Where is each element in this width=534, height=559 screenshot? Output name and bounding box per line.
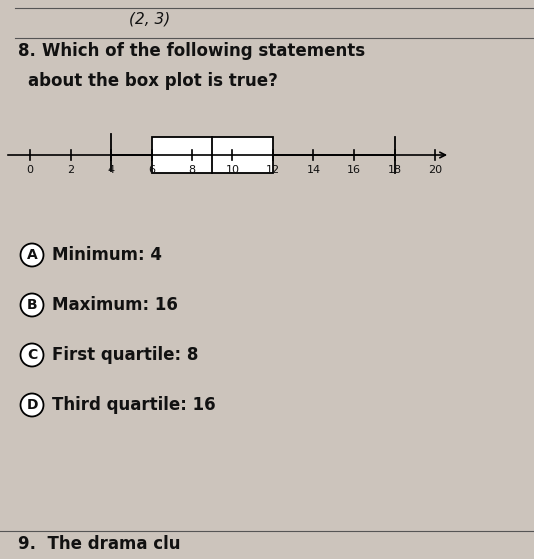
Text: 0: 0: [27, 165, 34, 175]
Circle shape: [20, 394, 43, 416]
Text: 2: 2: [67, 165, 74, 175]
Text: 14: 14: [307, 165, 320, 175]
Text: 4: 4: [107, 165, 115, 175]
Text: A: A: [27, 248, 37, 262]
Text: about the box plot is true?: about the box plot is true?: [28, 72, 278, 90]
Bar: [152, 137, 273, 173]
Text: 9.  The drama clu: 9. The drama clu: [18, 535, 180, 553]
Text: 8.: 8.: [18, 42, 36, 60]
Text: 6: 6: [148, 165, 155, 175]
Text: Maximum: 16: Maximum: 16: [51, 296, 177, 314]
Text: 10: 10: [225, 165, 240, 175]
Text: 20: 20: [428, 165, 442, 175]
Text: 12: 12: [266, 165, 280, 175]
Circle shape: [20, 244, 43, 267]
Text: 8: 8: [189, 165, 195, 175]
Text: C: C: [27, 348, 37, 362]
Circle shape: [20, 343, 43, 367]
Text: Third quartile: 16: Third quartile: 16: [51, 396, 215, 414]
Text: 16: 16: [347, 165, 361, 175]
Text: Which of the following statements: Which of the following statements: [42, 42, 365, 60]
Text: D: D: [26, 398, 38, 412]
Text: Minimum: 4: Minimum: 4: [51, 246, 161, 264]
Text: 18: 18: [388, 165, 402, 175]
Text: (2, 3): (2, 3): [129, 12, 171, 27]
Text: First quartile: 8: First quartile: 8: [51, 346, 198, 364]
Text: B: B: [27, 298, 37, 312]
Circle shape: [20, 293, 43, 316]
